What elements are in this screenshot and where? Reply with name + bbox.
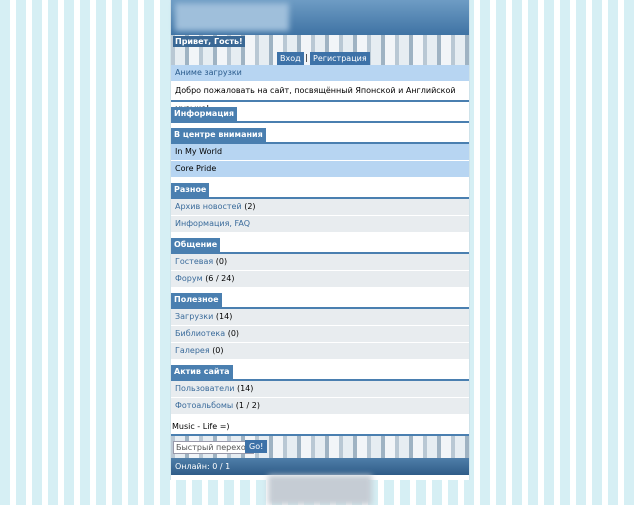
go-button[interactable]: Go! xyxy=(245,440,268,453)
item-link[interactable]: Форум xyxy=(175,274,203,283)
block-item: Информация, FAQ xyxy=(171,216,469,233)
block-item: Библиотека (0) xyxy=(171,326,469,343)
register-button[interactable]: Регистрация xyxy=(310,52,370,65)
block-title: Актив сайта xyxy=(171,365,233,379)
item-link[interactable]: Core Pride xyxy=(175,164,217,173)
column: Привет, Гость! Вход | Регистрация Аниме … xyxy=(170,0,470,505)
logo-image xyxy=(175,3,289,31)
online: Онлайн: 0 / 1 xyxy=(171,458,469,475)
item-count: (6 / 24) xyxy=(205,274,235,283)
block-item: Фотоальбомы (1 / 2) xyxy=(171,398,469,415)
login-button[interactable]: Вход xyxy=(277,52,304,65)
item-count: (0) xyxy=(212,346,224,355)
item-link[interactable]: Архив новостей xyxy=(175,202,242,211)
block-item: Core Pride xyxy=(171,161,469,178)
greeting: Привет, Гость! xyxy=(173,36,245,47)
footer-band: Быстрый переход Go! xyxy=(171,434,469,458)
item-link[interactable]: Гостевая xyxy=(175,257,214,266)
item-count: (14) xyxy=(236,384,254,393)
quick-jump-input[interactable]: Быстрый переход xyxy=(173,441,255,454)
item-link[interactable]: Загрузки xyxy=(175,312,214,321)
block-title-bar: Актив сайта xyxy=(171,365,469,381)
item-link[interactable]: Информация, FAQ xyxy=(175,219,251,228)
block-item: Гостевая (0) xyxy=(171,254,469,271)
block-title: Разное xyxy=(171,183,210,197)
item-count: (1 / 2) xyxy=(235,401,260,410)
section-title[interactable]: Аниме загрузки xyxy=(171,65,469,82)
blocks: Информация В центре внимания In My World Co… xyxy=(171,107,469,415)
block-title: В центре внимания xyxy=(171,128,266,142)
item-count: (0) xyxy=(215,257,228,266)
slogan: Music - Life =) xyxy=(172,422,230,431)
block-title-bar: Общение xyxy=(171,238,469,254)
item-link[interactable]: In My World xyxy=(175,147,223,156)
block-item: Загрузки (14) xyxy=(171,309,469,326)
item-count: (14) xyxy=(215,312,233,321)
block-title: Полезное xyxy=(171,293,222,307)
block-title-bar: В центре внимания xyxy=(171,128,469,144)
item-link[interactable]: Библиотека xyxy=(175,329,226,338)
block-title-bar: Полезное xyxy=(171,293,469,309)
block-title-bar: Разное xyxy=(171,183,469,199)
block-title-bar: Информация xyxy=(171,107,469,123)
logo xyxy=(171,0,469,35)
item-link[interactable]: Галерея xyxy=(175,346,210,355)
block-title: Информация xyxy=(171,107,237,121)
block-item: Галерея (0) xyxy=(171,343,469,360)
block-title: Общение xyxy=(171,238,221,252)
item-link[interactable]: Пользователи xyxy=(175,384,235,393)
welcome: Добро пожаловать на сайт, посвящённый Яп… xyxy=(171,82,469,113)
header-band: Привет, Гость! Вход | Регистрация xyxy=(171,35,469,65)
block-item: In My World xyxy=(171,144,469,161)
item-link[interactable]: Фотоальбомы xyxy=(175,401,234,410)
block-item: Пользователи (14) xyxy=(171,381,469,398)
block-item: Форум (6 / 24) xyxy=(171,271,469,288)
item-count: (2) xyxy=(244,202,256,211)
block-item: Архив новостей (2) xyxy=(171,199,469,216)
separator: | xyxy=(305,53,308,62)
item-count: (0) xyxy=(227,329,240,338)
